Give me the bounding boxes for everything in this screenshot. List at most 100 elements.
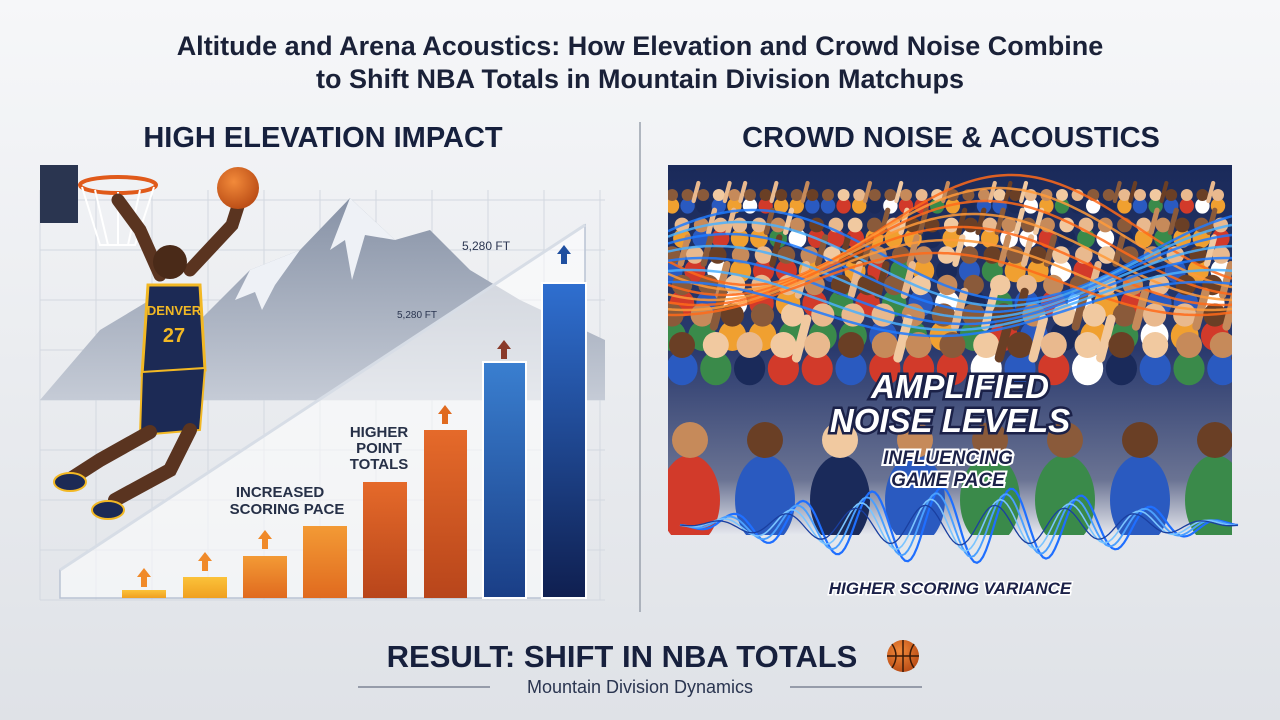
fan-head: [669, 332, 695, 358]
fan-head: [790, 189, 803, 201]
fan-arm: [1148, 207, 1160, 235]
fan-head: [1197, 422, 1232, 458]
fan-arm: [1003, 180, 1013, 204]
arrow: [258, 530, 272, 549]
fan-head: [1142, 332, 1169, 358]
bars: [122, 282, 587, 599]
fan-head: [1102, 189, 1115, 201]
fan-arm: [700, 234, 714, 267]
fan-body: [1035, 455, 1095, 535]
fan-arm: [994, 207, 1006, 235]
fan-body: [750, 228, 768, 248]
fan-arm: [769, 180, 779, 204]
fan-head: [681, 189, 694, 201]
fan-head: [713, 217, 728, 233]
fan-body: [1072, 351, 1104, 386]
fan-body: [1038, 351, 1070, 386]
fan-body: [820, 198, 836, 214]
shoe: [91, 500, 125, 520]
fan-head: [1176, 332, 1202, 358]
fan-head: [728, 189, 741, 201]
fan-head: [1212, 189, 1224, 201]
fan-head: [822, 189, 834, 201]
fan-arm: [994, 314, 1015, 363]
fan-head: [900, 189, 912, 201]
fan-body: [1139, 351, 1171, 386]
fan-head: [732, 217, 748, 233]
fan-body: [696, 198, 711, 214]
fan-head: [1122, 422, 1158, 458]
sound-wave: [668, 280, 1232, 338]
fan-head: [751, 217, 767, 233]
crowd: [668, 180, 1232, 535]
fan-head: [781, 303, 805, 327]
fan-body: [1207, 351, 1232, 386]
fan-body: [801, 351, 833, 386]
fan-body: [960, 455, 1020, 535]
fan-head: [806, 189, 819, 201]
fan-arm: [1206, 207, 1218, 235]
elevation-label: 5,280 FT: [397, 310, 437, 321]
fan-body: [852, 198, 867, 214]
fan-arm: [1128, 180, 1138, 204]
sound-wave: [668, 199, 1232, 297]
fan-arm: [998, 234, 1012, 267]
fan-body: [810, 455, 870, 535]
annotation: TOTALS: [350, 456, 409, 473]
left-panel: HIGH ELEVATION IMPACT 5,280 FT 5,280 FT …: [39, 122, 605, 601]
hoop: [40, 165, 158, 246]
fan-body: [970, 351, 1002, 386]
fan-arm: [709, 287, 728, 331]
fan-head: [905, 332, 932, 358]
shoe: [53, 472, 87, 492]
fan-head: [775, 189, 788, 201]
fan-head: [1165, 189, 1178, 201]
variance-wave-line: [679, 504, 1239, 546]
subtitle: Mountain Division Dynamics: [527, 677, 753, 697]
fan-arm: [894, 180, 904, 204]
fan-arm: [1019, 180, 1029, 204]
fan-arm: [1033, 207, 1045, 235]
fan-arm: [1028, 314, 1048, 363]
arrow: [198, 552, 212, 571]
fan-head: [1149, 189, 1162, 201]
jersey-number: 27: [163, 325, 185, 347]
caption: HIGHER SCORING VARIANCE: [829, 579, 1072, 598]
fan-head: [736, 332, 763, 358]
sound-wave: [668, 256, 1232, 326]
fan-arm: [1020, 234, 1035, 267]
sound-waves: [668, 173, 1232, 338]
fan-head: [1155, 217, 1171, 233]
bar: [183, 577, 227, 598]
fan-head: [770, 332, 797, 358]
annotation: POINT: [356, 440, 402, 457]
arrow: [438, 405, 452, 424]
fan-head: [1001, 217, 1017, 233]
fan-head: [770, 217, 786, 233]
fan-arm: [800, 180, 810, 204]
bar: [303, 526, 347, 598]
fan-body: [923, 228, 941, 248]
headline: AMPLIFIED: [870, 368, 1049, 405]
sound-wave: [668, 173, 1232, 287]
arena-scene: [668, 165, 1232, 535]
bar: [424, 430, 467, 598]
fan-body: [692, 228, 711, 248]
fan-head: [993, 189, 1006, 201]
sound-wave: [668, 268, 1232, 332]
fan-head: [1047, 422, 1083, 458]
bar: [122, 590, 166, 598]
fan-body: [734, 351, 766, 386]
fan-head: [973, 332, 1000, 358]
fan-head: [708, 246, 727, 264]
fan-head: [1112, 303, 1136, 327]
variance-wave: [679, 486, 1239, 564]
basketball: [217, 167, 259, 209]
snowcap: [330, 198, 395, 280]
title-line: to Shift NBA Totals in Mountain Division…: [316, 64, 964, 94]
fan-head: [754, 246, 773, 264]
fan-head: [853, 189, 866, 201]
fan-head: [1108, 332, 1135, 358]
